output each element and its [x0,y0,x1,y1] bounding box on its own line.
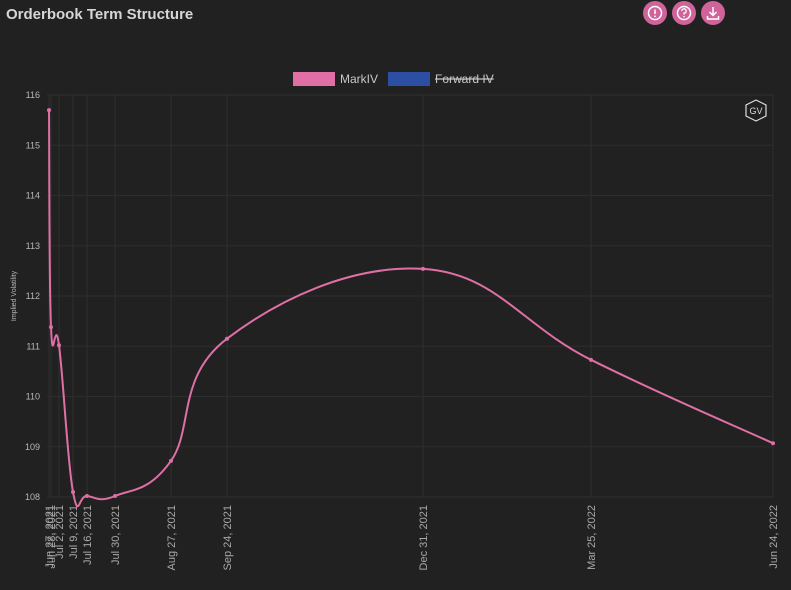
y-tick-label: 116 [26,90,40,100]
y-tick-label: 113 [26,241,40,251]
watermark: GV [749,106,762,116]
x-tick-label: Aug 27, 2021 [166,505,178,570]
point [421,266,425,271]
x-tick-label: Jul 30, 2021 [110,505,122,565]
y-axis-label: Implied Volatility [11,270,18,321]
x-tick-label: Jul 2, 2021 [54,505,66,559]
y-tick-label: 109 [25,442,40,452]
download-button[interactable] [701,1,725,25]
x-tick-label: Jun 27, 2021 [44,505,56,569]
y-tick-label: 115 [26,140,40,150]
help-button[interactable] [672,1,696,25]
point [771,441,775,446]
legend-swatch [293,72,335,86]
line [48,110,774,508]
legend-label: MarkIV [340,72,378,86]
chart-title: Orderbook Term Structure [6,6,193,23]
x-tick-label: Jul 16, 2021 [82,505,94,565]
x-tick-label: Sep 24, 2021 [222,505,234,570]
y-tick-label: 114 [26,191,40,201]
point [85,493,89,498]
point [49,325,53,330]
point [71,489,75,494]
point [57,343,61,348]
info-button[interactable] [643,1,667,25]
x-tick-label: Jun 28, 2021 [46,505,58,569]
point [225,336,229,341]
x-tick-label: Jun 24, 2022 [768,505,780,569]
x-tick-label: Dec 31, 2021 [418,505,430,570]
watermark-logo: GV [745,99,767,122]
point [113,493,117,498]
y-tick-label: 108 [25,492,40,502]
y-tick-label: 112 [26,291,40,301]
point [169,458,173,463]
x-tick-label: Mar 25, 2022 [586,505,598,570]
point [47,108,51,113]
legend-swatch [388,72,431,86]
point [589,357,593,362]
x-tick-label: Jul 9, 2021 [68,505,80,559]
y-tick-label: 110 [26,392,40,402]
y-tick-label: 111 [26,341,40,351]
